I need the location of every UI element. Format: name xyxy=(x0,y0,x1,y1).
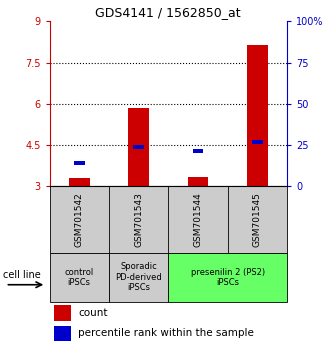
Text: GSM701545: GSM701545 xyxy=(253,192,262,247)
Text: cell line: cell line xyxy=(3,270,41,280)
Bar xyxy=(54,305,71,321)
Text: control
iPSCs: control iPSCs xyxy=(65,268,94,287)
Bar xyxy=(74,161,84,165)
Bar xyxy=(50,252,109,302)
Text: GSM701542: GSM701542 xyxy=(75,192,84,247)
Bar xyxy=(193,149,203,153)
Text: percentile rank within the sample: percentile rank within the sample xyxy=(78,329,254,338)
Title: GDS4141 / 1562850_at: GDS4141 / 1562850_at xyxy=(95,6,241,19)
Bar xyxy=(252,139,263,144)
Bar xyxy=(187,177,209,187)
Text: count: count xyxy=(78,308,108,318)
Bar xyxy=(247,45,268,187)
Bar xyxy=(109,252,168,302)
Text: GSM701543: GSM701543 xyxy=(134,192,143,247)
Bar xyxy=(133,145,144,149)
Text: GSM701544: GSM701544 xyxy=(193,192,203,247)
Bar xyxy=(54,326,71,341)
Text: Sporadic
PD-derived
iPSCs: Sporadic PD-derived iPSCs xyxy=(115,262,162,292)
Bar xyxy=(128,108,149,187)
Bar xyxy=(69,178,90,187)
Bar xyxy=(168,252,287,302)
Text: presenilin 2 (PS2)
iPSCs: presenilin 2 (PS2) iPSCs xyxy=(191,268,265,287)
